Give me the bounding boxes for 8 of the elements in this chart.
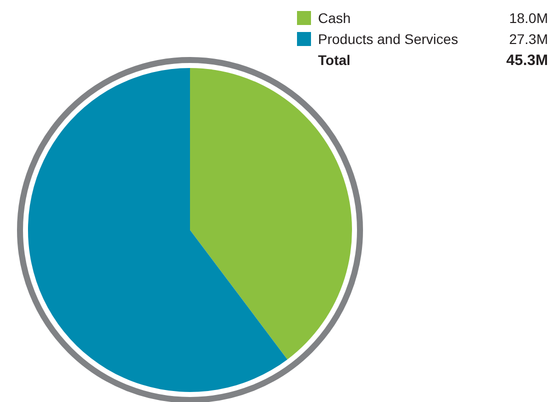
text: Total <box>318 52 350 68</box>
data-label: 27.3M <box>509 31 548 47</box>
pie-slice <box>28 68 288 392</box>
data-label: 18.0M <box>509 10 548 26</box>
legend-label: Cash <box>318 10 351 26</box>
text: 45.3M <box>506 52 548 69</box>
pie-slice <box>190 68 352 360</box>
legend-label: Products and Services <box>318 31 458 47</box>
